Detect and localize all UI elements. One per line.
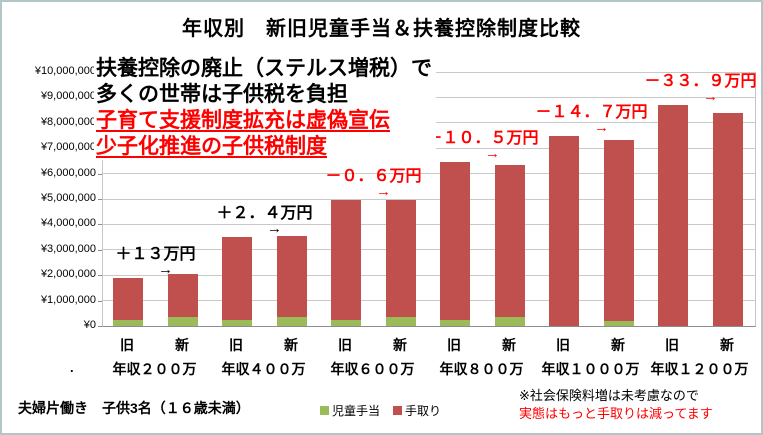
axis-tick [98,249,102,251]
y-axis-label: ¥0 [83,319,96,331]
bar-segment-take_home [331,200,361,320]
bar-label-new: 新 [175,337,189,353]
bar-segment-child_allowance [277,316,307,326]
commentary-line-1: 扶養控除の廃止（ステルス増税）で [96,57,432,80]
bar-segment-child_allowance [604,321,634,326]
axis-tick [98,224,102,226]
bar-label-old: 旧 [447,337,461,353]
legend-swatch [320,406,329,415]
household-note: 夫婦片働き 子供3名（１６歳未満） [18,400,250,416]
bar-segment-take_home [113,277,143,320]
y-axis-label: ¥8,000,000 [40,115,96,128]
legend-item: 児童手当 [320,402,380,419]
bar-label-old: 旧 [338,337,352,353]
bar-label-new: 新 [502,337,516,353]
gridline [103,223,755,225]
bar-segment-child_allowance [440,319,470,326]
y-axis-label: ¥7,000,000 [40,141,96,154]
bar-segment-child_allowance [495,316,525,326]
y-axis-label: ¥5,000,000 [40,192,96,204]
bar-label-new: 新 [284,337,298,353]
bar-label-old: 旧 [229,337,243,353]
commentary-line-2: 多くの世帯は子供税を負担 [96,83,348,106]
group-label: 年収１２００万 [650,361,749,377]
bar-label-new: 新 [393,337,407,353]
plot-area: ＋１３万円 → ＋２．４万円 → －０．６万円 → －１０．５万円 → －１４．７万円 → －３３．… [98,71,757,327]
commentary-line-4: 少子化推進の子供税制度 [96,135,327,158]
legend-label: 手取り [405,404,442,418]
arrow-icon: → [485,145,500,163]
diff-annotation: －１０．５万円 [426,130,539,148]
diff-annotation: ＋２．４万円 [216,204,313,222]
bar-segment-take_home [168,274,198,317]
bar-segment-take_home [495,165,525,317]
y-axis-label: ¥6,000,000 [40,166,96,179]
bar-label-old: 旧 [556,337,570,353]
bar-label-new: 新 [611,337,625,353]
y-axis-label: ¥2,000,000 [40,268,96,281]
bar-segment-child_allowance [222,319,252,326]
bar-segment-child_allowance [386,316,416,326]
bar-label-old: 旧 [665,337,679,353]
bar-segment-take_home [440,162,470,320]
bar-segment-child_allowance [168,316,198,326]
gridline [103,198,755,200]
axis-tick [98,275,102,277]
stray-period: . [70,360,74,375]
gridline [103,249,755,251]
y-axis-label: ¥10,000,000 [34,65,96,77]
group-label: 年収１０００万 [541,361,640,377]
arrow-icon: → [376,183,391,201]
disclaimer-line-2: 実態はもっと手取りは減ってます [519,406,713,421]
arrow-icon: → [158,260,173,278]
gridline [103,274,755,276]
legend-label: 児童手当 [332,404,381,418]
bar-segment-take_home [222,236,252,320]
arrow-icon: → [267,219,282,237]
disclaimer-line-1: ※社会保険料増は未考慮なので [519,388,699,403]
group-label: 年収２００万 [112,361,197,377]
gridline [103,173,755,175]
group-label: 年収６００万 [330,361,415,377]
axis-tick [98,326,102,327]
y-axis-label: ¥3,000,000 [40,242,96,255]
diff-annotation: －１４．７万円 [535,104,648,122]
legend: 児童手当 手取り [320,402,441,419]
bar-segment-take_home [549,136,579,326]
legend-item: 手取り [393,402,441,419]
arrow-icon: → [594,119,609,137]
arrow-icon: → [703,87,718,105]
legend-swatch [393,406,403,415]
bar-segment-take_home [277,236,307,317]
y-axis-label: ¥4,000,000 [40,217,96,230]
diff-annotation: ＋１３万円 [115,245,196,263]
axis-tick [98,199,102,200]
bar-segment-child_allowance [113,319,143,326]
bar-label-old: 旧 [120,337,134,353]
page-title: 年収別 新旧児童手当＆扶養控除制度比較 [182,18,581,40]
diff-annotation: －３３．９万円 [644,72,757,90]
group-label: 年収４００万 [221,361,306,377]
commentary-line-3: 子育て支援制度拡充は虚偽宣伝 [96,109,390,132]
bar-label-new: 新 [720,337,734,353]
bar-segment-take_home [713,113,743,326]
axis-tick [98,300,102,302]
overlay-commentary: 扶養控除の廃止（ステルス増税）で 多くの世帯は子供税を負担 子育て支援制度拡充は… [94,56,436,160]
axis-tick [98,173,102,175]
bar-segment-take_home [386,200,416,317]
y-axis-label: ¥9,000,000 [40,90,96,103]
bar-segment-take_home [604,139,634,322]
y-axis-label: ¥1,000,000 [40,293,96,306]
bar-segment-take_home [658,104,688,326]
group-label: 年収８００万 [439,361,524,377]
diff-annotation: －０．６万円 [325,168,422,186]
bar-segment-child_allowance [331,319,361,326]
gridline [103,300,755,302]
